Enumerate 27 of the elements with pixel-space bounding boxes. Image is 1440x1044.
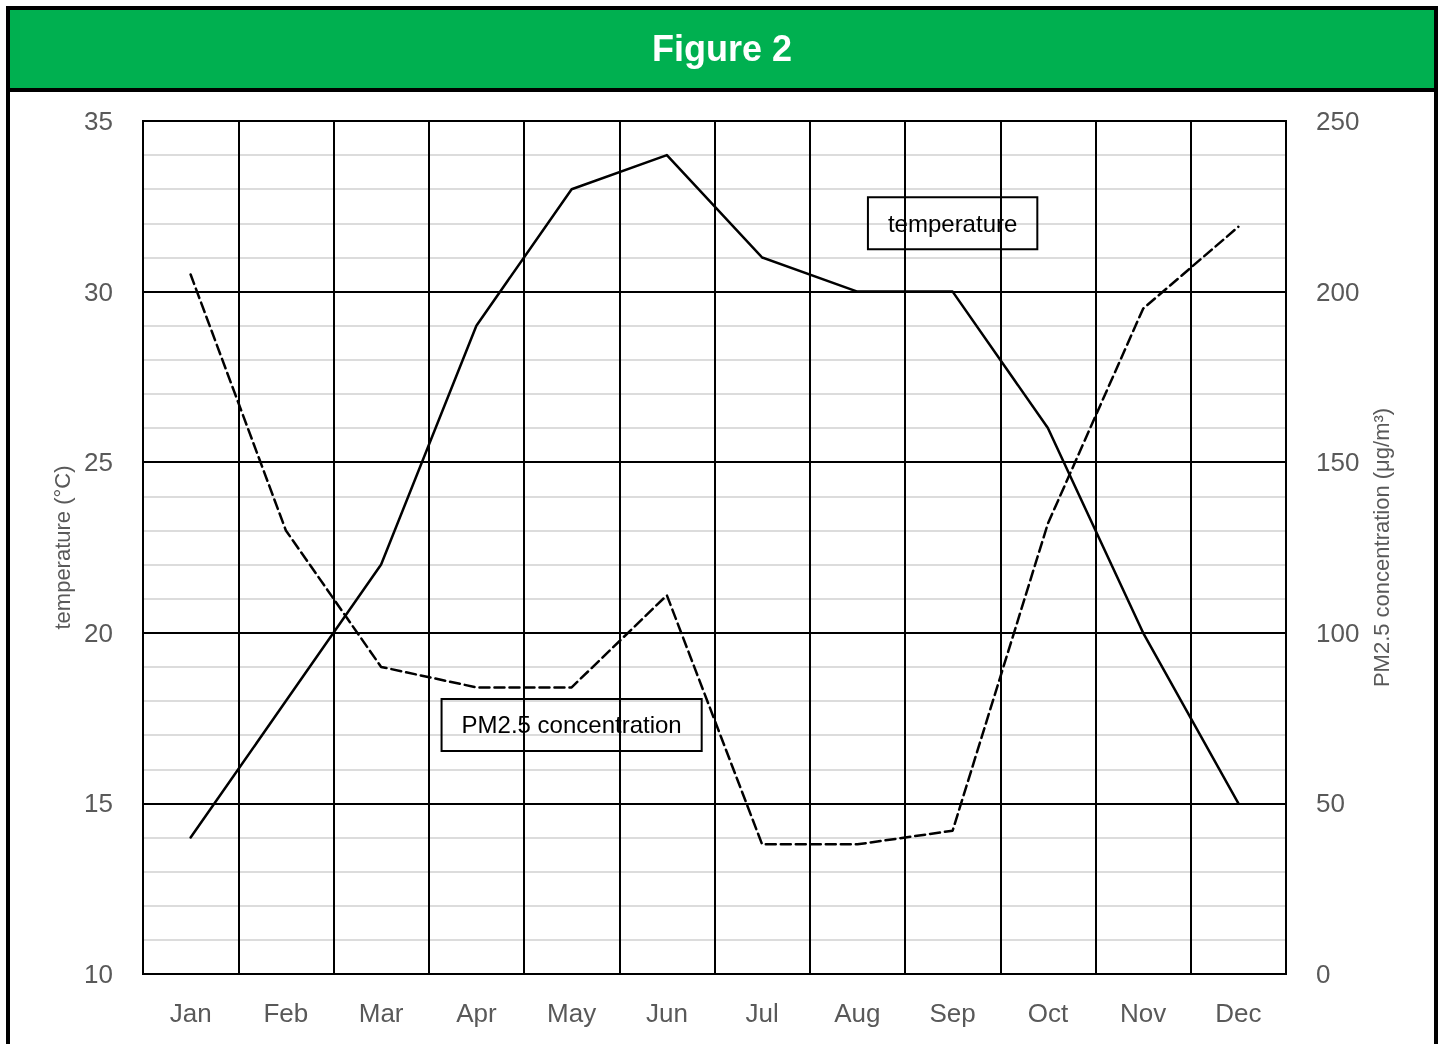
- y-tick-label: 20: [84, 617, 113, 648]
- x-tick-label: Jan: [169, 998, 212, 1028]
- y2-axis-title: PM2.5 concentration (μg/m³): [1368, 407, 1394, 688]
- x-tick-label: Apr: [456, 998, 497, 1028]
- y-tick-label: 30: [84, 276, 113, 307]
- chart-title: Figure 2: [10, 10, 1434, 92]
- x-tick-label: Aug: [834, 998, 881, 1028]
- y-tick-label: 35: [84, 106, 113, 136]
- y-tick-label: 15: [84, 788, 113, 819]
- x-tick-label: Mar: [358, 998, 404, 1028]
- y2-tick-label: 50: [1316, 788, 1345, 819]
- y2-tick-label: 250: [1316, 106, 1360, 136]
- x-tick-label: Nov: [1120, 998, 1167, 1028]
- x-tick-label: May: [547, 998, 597, 1028]
- y-axis-title: temperature (°C): [49, 465, 75, 630]
- x-tick-label: Sep: [929, 998, 976, 1028]
- x-tick-label: Oct: [1027, 998, 1069, 1028]
- x-tick-label: Jul: [745, 998, 779, 1028]
- y2-tick-label: 100: [1316, 617, 1360, 648]
- y-tick-label: 25: [84, 447, 113, 478]
- y2-tick-label: 200: [1316, 276, 1360, 307]
- x-tick-label: Feb: [263, 998, 309, 1028]
- y2-tick-label: 0: [1316, 959, 1331, 989]
- y-tick-label: 10: [84, 959, 113, 989]
- x-tick-label: Dec: [1215, 998, 1262, 1028]
- x-tick-label: Jun: [645, 998, 688, 1028]
- y2-tick-label: 150: [1316, 447, 1360, 478]
